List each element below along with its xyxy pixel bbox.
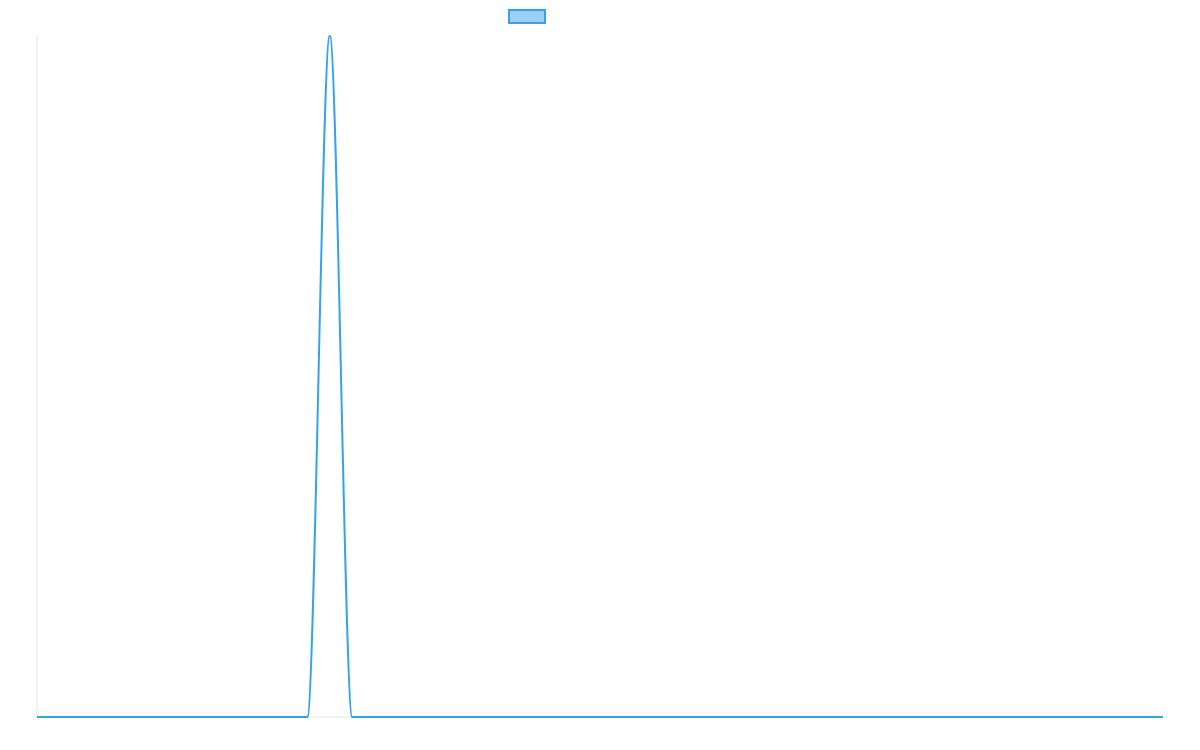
data-point[interactable] bbox=[867, 714, 873, 720]
legend[interactable] bbox=[508, 9, 552, 24]
data-point[interactable] bbox=[552, 714, 558, 720]
data-point[interactable] bbox=[1002, 714, 1008, 720]
data-point[interactable] bbox=[394, 714, 400, 720]
data-point[interactable] bbox=[620, 714, 626, 720]
data-point[interactable] bbox=[687, 714, 693, 720]
data-points bbox=[34, 33, 1166, 720]
data-point[interactable] bbox=[304, 714, 310, 720]
data-point[interactable] bbox=[1092, 714, 1098, 720]
data-point[interactable] bbox=[1025, 714, 1031, 720]
data-point[interactable] bbox=[957, 714, 963, 720]
data-point[interactable] bbox=[1137, 714, 1143, 720]
data-point[interactable] bbox=[124, 714, 130, 720]
data-point[interactable] bbox=[147, 714, 153, 720]
data-point[interactable] bbox=[1160, 714, 1166, 720]
data-point[interactable] bbox=[529, 714, 535, 720]
data-point[interactable] bbox=[349, 714, 355, 720]
data-point[interactable] bbox=[372, 714, 378, 720]
data-point[interactable] bbox=[57, 714, 63, 720]
data-point[interactable] bbox=[800, 714, 806, 720]
data-point[interactable] bbox=[845, 714, 851, 720]
data-point[interactable] bbox=[259, 714, 265, 720]
data-point[interactable] bbox=[484, 714, 490, 720]
data-point[interactable] bbox=[574, 714, 580, 720]
data-point[interactable] bbox=[34, 714, 40, 720]
data-point[interactable] bbox=[890, 714, 896, 720]
data-point[interactable] bbox=[507, 714, 513, 720]
data-point[interactable] bbox=[732, 714, 738, 720]
data-point[interactable] bbox=[417, 714, 423, 720]
data-point[interactable] bbox=[282, 714, 288, 720]
data-point[interactable] bbox=[822, 714, 828, 720]
data-point[interactable] bbox=[1115, 714, 1121, 720]
data-point[interactable] bbox=[439, 714, 445, 720]
data-point[interactable] bbox=[935, 714, 941, 720]
data-point[interactable] bbox=[102, 714, 108, 720]
series-line bbox=[36, 35, 1163, 719]
data-point[interactable] bbox=[214, 714, 220, 720]
data-point[interactable] bbox=[980, 714, 986, 720]
data-point[interactable] bbox=[597, 714, 603, 720]
data-point[interactable] bbox=[169, 714, 175, 720]
data-point[interactable] bbox=[462, 714, 468, 720]
data-point[interactable] bbox=[777, 714, 783, 720]
data-point[interactable] bbox=[192, 714, 198, 720]
data-point[interactable] bbox=[755, 714, 761, 720]
legend-swatch[interactable] bbox=[508, 9, 546, 24]
data-point[interactable] bbox=[642, 714, 648, 720]
data-point[interactable] bbox=[665, 714, 671, 720]
data-point[interactable] bbox=[912, 714, 918, 720]
data-point[interactable] bbox=[710, 714, 716, 720]
data-point[interactable] bbox=[1047, 714, 1053, 720]
data-point[interactable] bbox=[327, 33, 333, 39]
data-point[interactable] bbox=[1070, 714, 1076, 720]
data-point[interactable] bbox=[237, 714, 243, 720]
data-point[interactable] bbox=[79, 714, 85, 720]
